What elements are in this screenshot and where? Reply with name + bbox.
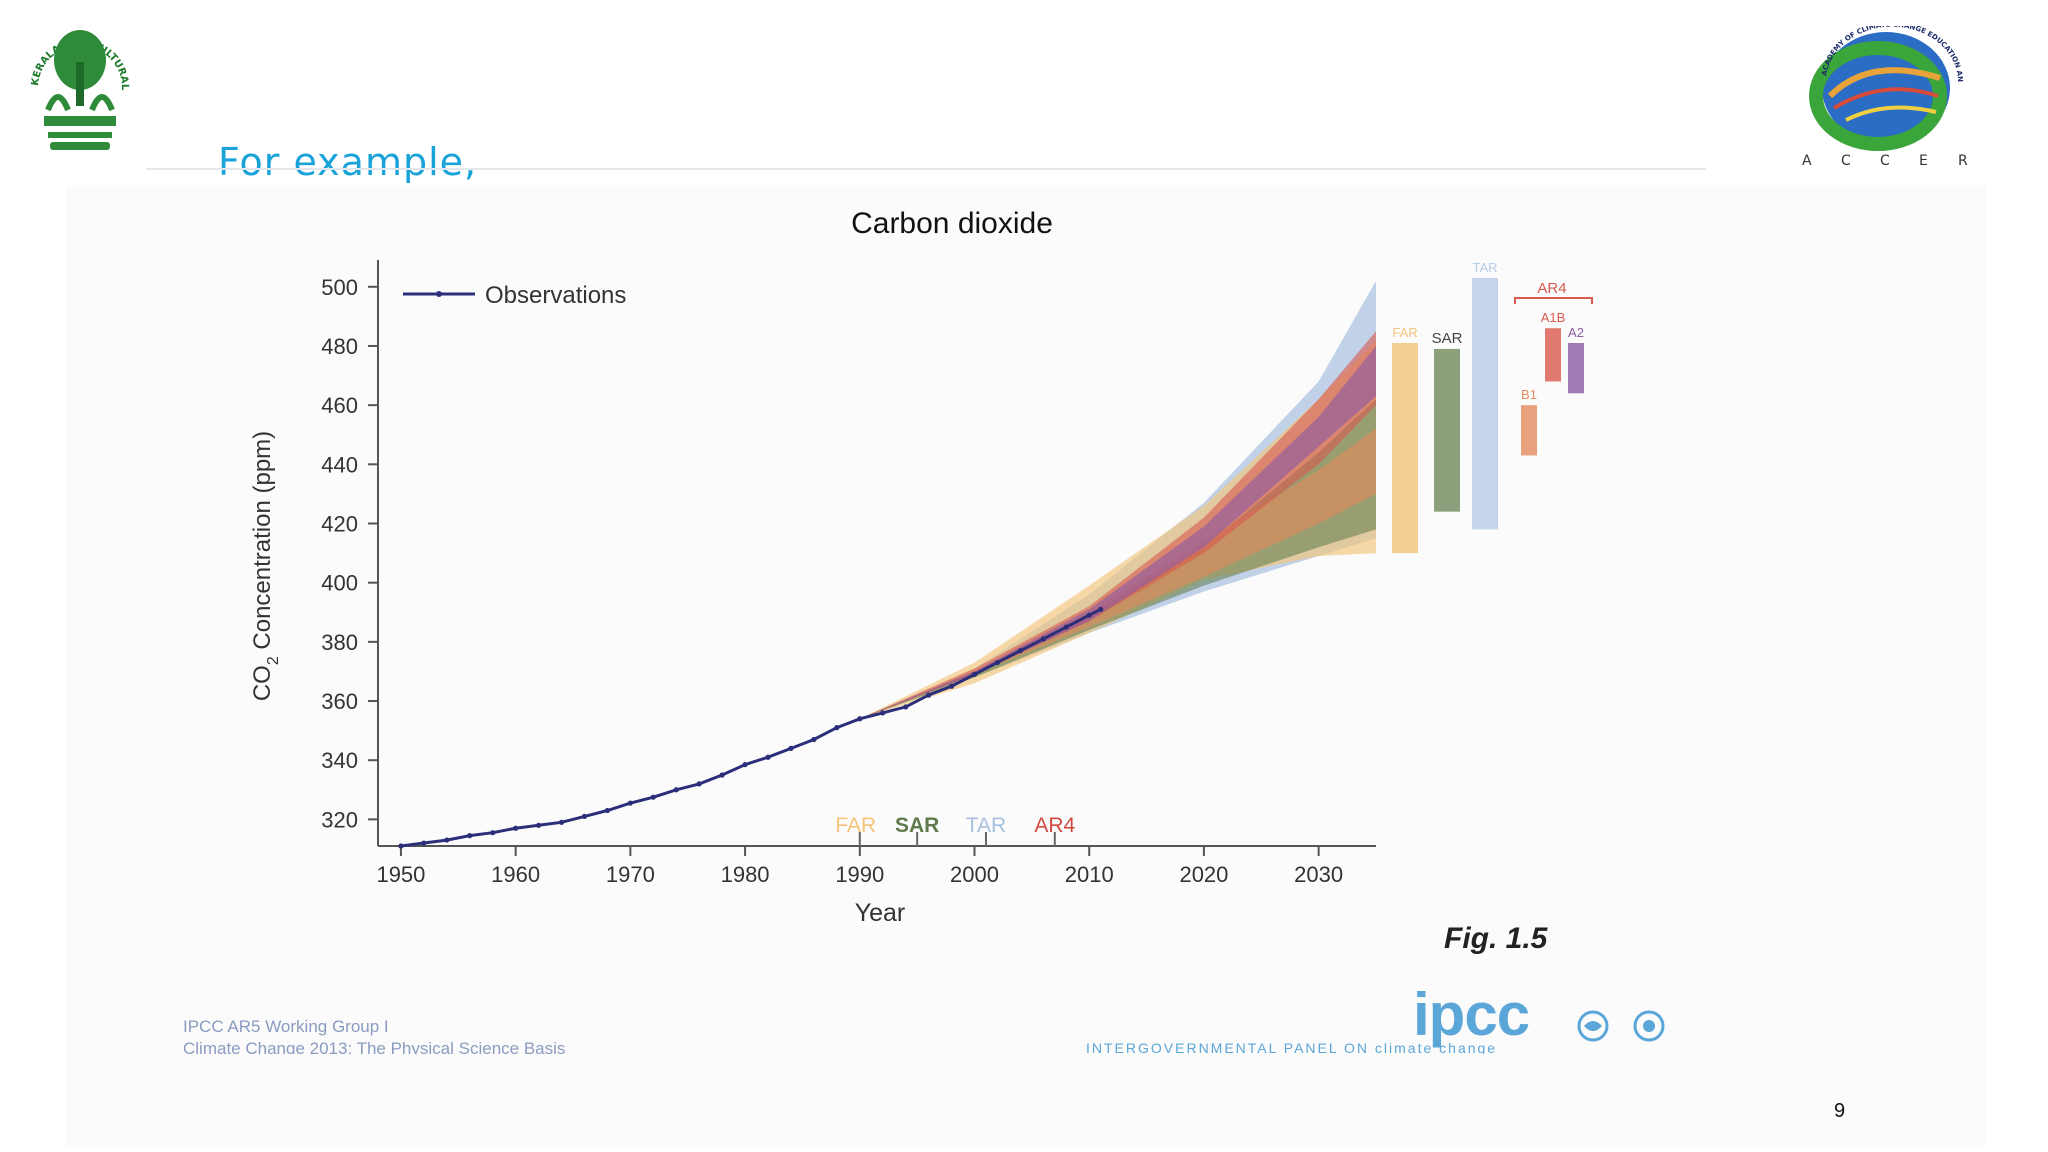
figure-background	[66, 186, 1986, 1146]
ar4-group-label: AR4	[1537, 280, 1566, 297]
observation-point	[765, 754, 771, 760]
observation-point	[627, 800, 633, 806]
release-marker-label: SAR	[895, 814, 939, 837]
range-bar-label: TAR	[1472, 260, 1497, 275]
y-tick-label: 500	[321, 275, 358, 300]
release-marker-label: FAR	[835, 814, 876, 837]
ar4-group-bracket	[1514, 297, 1593, 304]
y-tick-label: 360	[321, 689, 358, 714]
figure-caption: Fig. 1.5	[1444, 922, 1548, 955]
legend-marker	[436, 291, 442, 297]
observation-point	[513, 825, 519, 831]
range-bar-tar	[1472, 277, 1498, 530]
credit-line: IPCC AR5 Working Group I	[183, 1017, 389, 1036]
unep-emblem-icon	[1633, 1010, 1665, 1042]
range-bar-b1	[1521, 405, 1537, 456]
chart-title: Carbon dioxide	[851, 207, 1053, 240]
range-bar-label: B1	[1521, 387, 1537, 402]
wmo-emblem-icon	[1577, 1010, 1609, 1042]
observation-point	[880, 710, 886, 716]
range-bar-label: A2	[1568, 325, 1584, 340]
accer-letter: C	[1841, 153, 1853, 169]
y-axis-label-sub: 2	[265, 656, 282, 665]
accer-logo: ACADEMY OF CLIMATE CHANGE EDUCATION AND …	[1790, 26, 1970, 169]
observations-line	[400, 607, 1102, 848]
observation-point	[811, 736, 817, 743]
y-axis-label-main: CO	[249, 665, 276, 701]
x-tick-label: 1960	[491, 862, 540, 887]
observation-point	[604, 807, 611, 814]
observation-point	[948, 683, 955, 689]
x-tick-label: 1970	[606, 862, 655, 887]
legend-label: Observations	[485, 282, 626, 309]
observation-point	[1063, 624, 1069, 630]
y-axis-label-rest: Concentration (ppm)	[249, 431, 276, 656]
x-tick-label: 1980	[721, 862, 770, 887]
observation-point	[650, 794, 656, 800]
observation-point	[398, 843, 404, 849]
accer-letter: A	[1802, 153, 1814, 169]
observation-point	[971, 671, 978, 677]
projection-fan-sar	[859, 399, 1376, 719]
observation-point	[558, 819, 565, 825]
observation-point	[903, 704, 909, 710]
release-marker-label: AR4	[1034, 814, 1075, 837]
heading-divider	[146, 168, 1706, 170]
range-bar-label: FAR	[1392, 325, 1417, 340]
kerala-agricultural-university-logo: KERALA AGRICULTURAL UNIVERSITY	[24, 2, 130, 150]
ipcc-logo-subtitle: INTERGOVERNMENTAL PANEL ON climate chang…	[1086, 1040, 1498, 1054]
y-tick-label: 460	[321, 393, 358, 418]
observation-point	[742, 762, 748, 768]
x-tick-label: 2030	[1294, 862, 1343, 887]
range-bar-a2	[1568, 343, 1584, 394]
x-tick-label: 2020	[1179, 862, 1228, 887]
slide-heading: For example,	[218, 140, 478, 184]
accer-letter: C	[1880, 153, 1892, 169]
range-bar-a1b	[1545, 328, 1561, 382]
ipcc-logo-text: ipcc	[1413, 981, 1530, 1048]
observation-point	[857, 716, 863, 722]
observation-point	[719, 772, 725, 778]
y-tick-label: 380	[321, 630, 358, 655]
release-marker-label: TAR	[966, 814, 1006, 837]
x-tick-label: 1950	[376, 862, 425, 887]
observation-point	[926, 692, 932, 698]
y-tick-label: 420	[321, 511, 358, 536]
observation-point	[581, 813, 588, 820]
y-tick-label: 320	[321, 807, 358, 832]
accer-letter: R	[1958, 153, 1970, 169]
observation-point	[1098, 606, 1104, 612]
observation-point	[834, 725, 840, 731]
observation-point	[421, 840, 427, 846]
range-bar-label: SAR	[1432, 330, 1463, 347]
y-axis-label: CO2 Concentration (ppm)	[249, 431, 282, 701]
x-axis-label: Year	[855, 899, 906, 927]
y-tick-label: 480	[321, 334, 358, 359]
range-bar-far	[1392, 343, 1418, 554]
observation-point	[1086, 612, 1092, 618]
observation-point	[994, 659, 1001, 666]
x-tick-label: 2010	[1065, 862, 1114, 887]
page-number: 9	[1834, 1100, 1846, 1122]
observation-point	[1040, 636, 1046, 642]
observation-point	[535, 822, 542, 828]
observation-point	[673, 787, 679, 793]
observation-point	[788, 745, 794, 751]
range-bar-sar	[1434, 348, 1460, 512]
accer-letter: E	[1919, 153, 1930, 169]
observation-point	[467, 833, 473, 839]
observation-point	[444, 837, 450, 843]
credit-line: Climate Change 2013: The Physical Scienc…	[183, 1039, 566, 1054]
observation-point	[490, 830, 496, 836]
y-tick-label: 400	[321, 571, 358, 596]
x-tick-label: 2000	[950, 862, 999, 887]
observation-point	[696, 781, 702, 787]
observation-point	[1017, 648, 1023, 654]
y-tick-label: 440	[321, 452, 358, 477]
y-tick-label: 340	[321, 748, 358, 773]
ipcc-credit: IPCC AR5 Working Group I Climate Change …	[183, 1016, 565, 1054]
range-bar-label: A1B	[1541, 310, 1566, 325]
x-tick-label: 1990	[835, 862, 884, 887]
